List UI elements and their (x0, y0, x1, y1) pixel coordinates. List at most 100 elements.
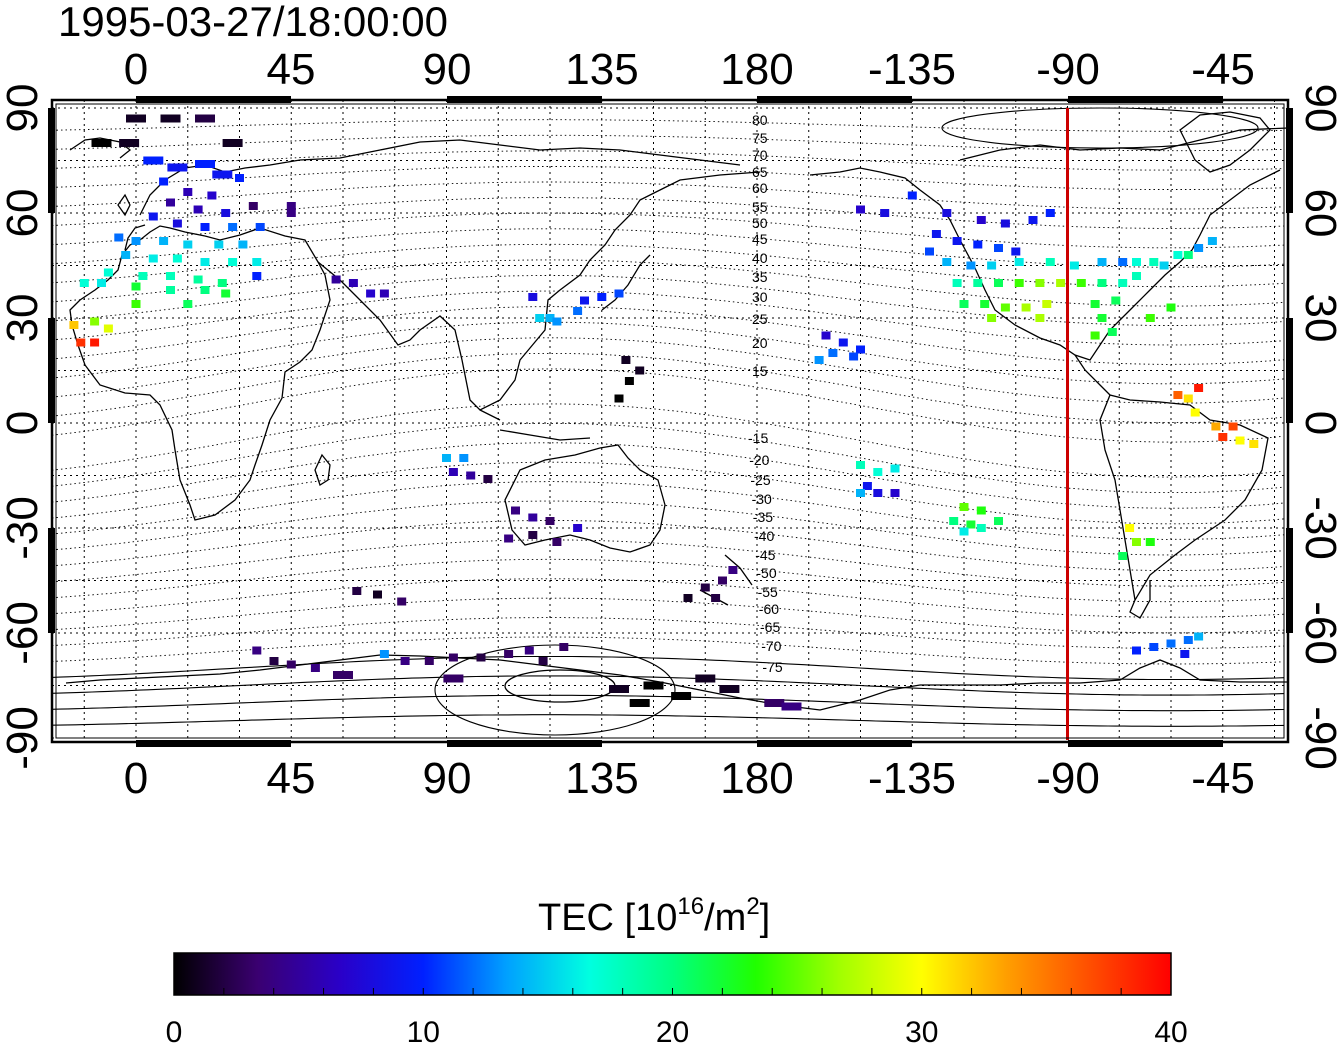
tec-point (528, 293, 538, 301)
contour-label: -40 (754, 528, 774, 544)
tec-point (121, 251, 131, 259)
tec-point (987, 314, 997, 322)
tec-point (1249, 440, 1259, 448)
tec-point (195, 160, 215, 168)
lat-tick-label: 0 (0, 411, 47, 435)
tec-point (1218, 433, 1228, 441)
tec-point (200, 258, 210, 266)
tec-point (973, 279, 983, 287)
tec-point (538, 657, 548, 665)
colorbar-tick-label: 30 (905, 1016, 938, 1048)
coastline (724, 554, 753, 586)
tec-point (781, 702, 802, 711)
tec-point (400, 657, 410, 665)
tec-point (994, 244, 1003, 252)
tec-point (1145, 538, 1155, 546)
tec-point (193, 205, 203, 214)
tec-point (1173, 391, 1183, 399)
tec-point (1228, 422, 1238, 431)
contour-line (52, 337, 1285, 404)
tec-point (1028, 216, 1038, 224)
contour-line (52, 481, 1285, 540)
tec-point (728, 566, 738, 574)
tec-point (331, 275, 341, 284)
tec-point (1097, 314, 1107, 322)
tec-point (348, 279, 358, 287)
tec-point (448, 468, 458, 476)
tec-point (719, 685, 740, 693)
tec-point (69, 321, 79, 329)
tec-point (559, 643, 569, 651)
tec-point (535, 314, 545, 322)
tec-point (1045, 258, 1055, 266)
lat-tick-label: 30 (1296, 294, 1344, 343)
left-latitude-axis: 90 60 30 0 -30 -60 -90 (0, 84, 47, 770)
axis-bar-top (1068, 96, 1223, 103)
tec-point (1207, 237, 1217, 245)
tec-point (183, 300, 193, 308)
lat-tick-label: 60 (1296, 189, 1344, 238)
tec-point (931, 230, 941, 238)
tec-point (1000, 303, 1010, 312)
tec-point (207, 191, 217, 200)
contour-label: -50 (756, 565, 776, 581)
tec-point (466, 471, 476, 480)
lon-tick-label: -135 (868, 45, 956, 94)
lat-tick-label: -90 (1296, 706, 1344, 770)
tec-point (1045, 209, 1055, 217)
tec-point (1000, 219, 1010, 228)
tec-point (166, 198, 175, 207)
tec-point (862, 482, 872, 490)
tec-point (1011, 247, 1021, 256)
tec-point (252, 258, 262, 266)
tec-point (1194, 632, 1204, 641)
tec-point (138, 272, 148, 280)
colorbar-tick-label: 10 (407, 1016, 440, 1048)
tec-point (1069, 261, 1079, 270)
tec-point (193, 275, 203, 284)
tec-point (228, 258, 238, 266)
tec-point (856, 461, 865, 469)
tec-point (1211, 422, 1221, 431)
lat-tick-label: 90 (0, 84, 47, 133)
contour-label: -35 (753, 509, 773, 525)
lat-tick-label: 60 (0, 189, 47, 238)
tec-point (183, 188, 193, 196)
tec-point (511, 506, 520, 515)
tec-point (711, 594, 721, 602)
tec-point (1076, 279, 1086, 287)
contour-line (52, 368, 1285, 443)
tec-point (1149, 258, 1159, 266)
tec-point (1090, 300, 1100, 308)
tec-point (545, 314, 555, 322)
tec-point (1118, 552, 1128, 560)
axis-bar-top (136, 96, 291, 103)
lon-tick-label: 45 (267, 754, 316, 803)
tec-point (217, 279, 227, 287)
tec-point (148, 212, 158, 221)
tec-point (1132, 272, 1141, 280)
lat-tick-label: -30 (0, 496, 47, 560)
tec-point (269, 657, 279, 665)
contour-label: 70 (752, 147, 768, 163)
contour-label: -55 (758, 584, 778, 600)
tec-point (949, 517, 959, 525)
tec-point (1035, 314, 1045, 322)
contour-line (52, 520, 1285, 571)
tec-point (614, 289, 624, 298)
contour-line (52, 403, 1285, 478)
tec-point (1118, 258, 1128, 266)
coastline (601, 254, 651, 311)
tec-point (159, 237, 169, 245)
tec-point (167, 163, 188, 172)
tec-point (333, 671, 353, 679)
right-latitude-axis: 90 60 30 0 -30 -60 -90 (1296, 84, 1344, 770)
tec-point (635, 366, 645, 375)
tec-point (373, 590, 382, 599)
lat-tick-label: 0 (1296, 411, 1344, 435)
tec-point (1183, 636, 1193, 644)
tec-point (856, 489, 865, 497)
contour-label: 15 (752, 363, 768, 379)
tec-point (443, 674, 464, 683)
figure-title: 1995-03-27/18:00:00 (58, 0, 448, 45)
